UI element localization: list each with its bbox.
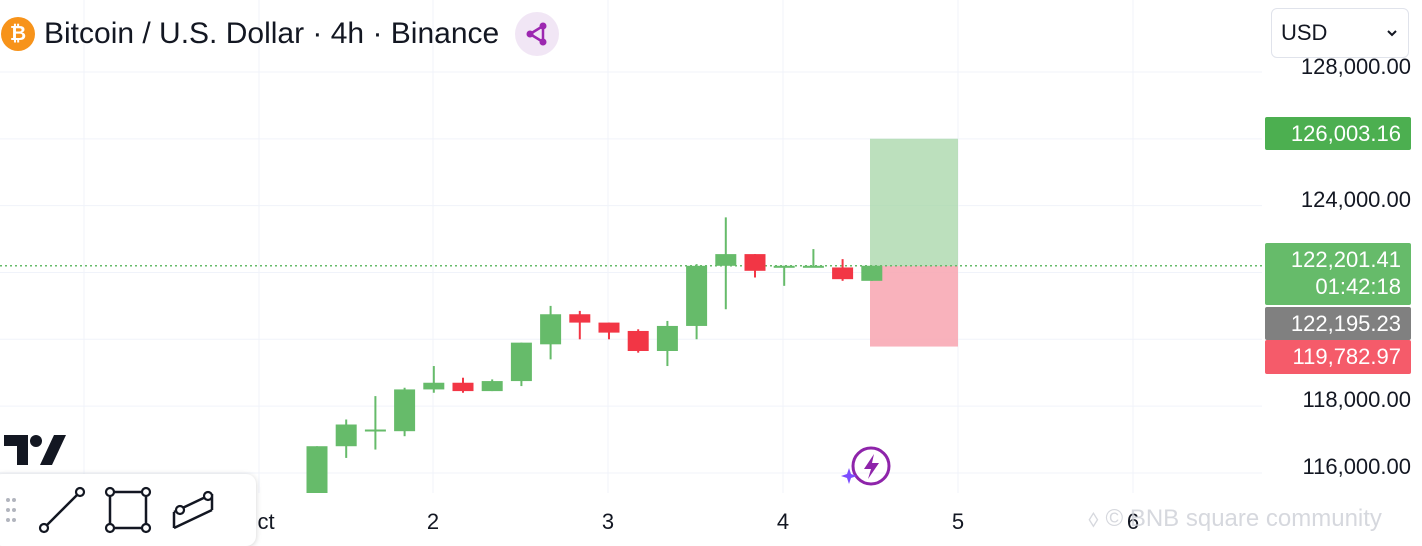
candle-body — [802, 265, 824, 268]
price-axis-label: 124,000.00 — [1300, 187, 1411, 212]
candle-body — [335, 424, 357, 447]
watermark: ⬨ © BNB square community — [1088, 505, 1382, 532]
candle-body — [510, 342, 532, 382]
time-axis-label: 4 — [776, 509, 790, 534]
candle-body — [364, 429, 386, 432]
stop-price-badge: 119,782.97 — [1265, 340, 1411, 374]
last-price-value: 122,201.41 — [1290, 247, 1401, 272]
last-price-badge: 122,201.41 01:42:18 — [1265, 243, 1411, 305]
currency-select[interactable]: USD — [1271, 8, 1409, 58]
candle-body — [481, 381, 503, 392]
candle-body — [540, 314, 562, 345]
symbol-header: ₿ Bitcoin / U.S. Dollar · 4h · Binance — [0, 12, 560, 56]
target-zone — [870, 138, 958, 266]
ai-assistant-icon[interactable] — [838, 444, 894, 492]
candle-body — [627, 330, 649, 351]
share-button[interactable] — [515, 12, 560, 56]
tradingview-logo — [4, 435, 66, 465]
price-axis-label: 118,000.00 — [1302, 387, 1411, 412]
bitcoin-icon: ₿ — [1, 17, 35, 51]
share-nodes-icon — [526, 22, 547, 46]
candle-body — [452, 382, 474, 392]
time-axis-label: 5 — [951, 509, 965, 534]
time-axis-label: 6 — [1126, 509, 1140, 534]
rectangle-icon — [104, 486, 152, 534]
parallel-channel-icon — [172, 490, 214, 530]
time-axis-label: ct — [257, 509, 275, 534]
trend-line-tool[interactable] — [34, 482, 90, 538]
bar-countdown: 01:42:18 — [1315, 274, 1401, 299]
candle-body — [744, 254, 766, 271]
currency-value: USD — [1281, 20, 1328, 45]
rectangle-tool[interactable] — [100, 482, 156, 538]
stop-zone — [870, 265, 958, 347]
price-axis-label: 128,000.00 — [1300, 54, 1411, 79]
candle-body — [598, 322, 620, 333]
target-price-badge: 126,003.16 — [1265, 117, 1411, 150]
symbol-title[interactable]: Bitcoin / U.S. Dollar · 4h · Binance — [44, 17, 500, 50]
prev-close-badge: 122,195.23 — [1265, 307, 1411, 340]
grip-icon[interactable] — [0, 490, 24, 530]
price-axis-label: 116,000.00 — [1302, 454, 1411, 479]
candle-body — [394, 389, 416, 432]
candle-body — [423, 382, 445, 390]
candle-body — [773, 265, 795, 268]
parallel-channel-tool[interactable] — [166, 482, 222, 538]
drawing-toolbar — [0, 474, 256, 546]
chevron-down-icon — [1387, 30, 1397, 37]
candle-body — [686, 265, 708, 326]
trend-line-icon — [38, 486, 86, 534]
candle-body — [569, 314, 591, 323]
candle-body — [832, 267, 854, 280]
time-axis-label: 3 — [601, 509, 615, 534]
candle-body — [715, 254, 737, 266]
candle-body — [656, 325, 678, 351]
candle-body — [861, 265, 883, 281]
time-axis-label: 2 — [426, 509, 440, 534]
candle-body — [306, 446, 328, 493]
